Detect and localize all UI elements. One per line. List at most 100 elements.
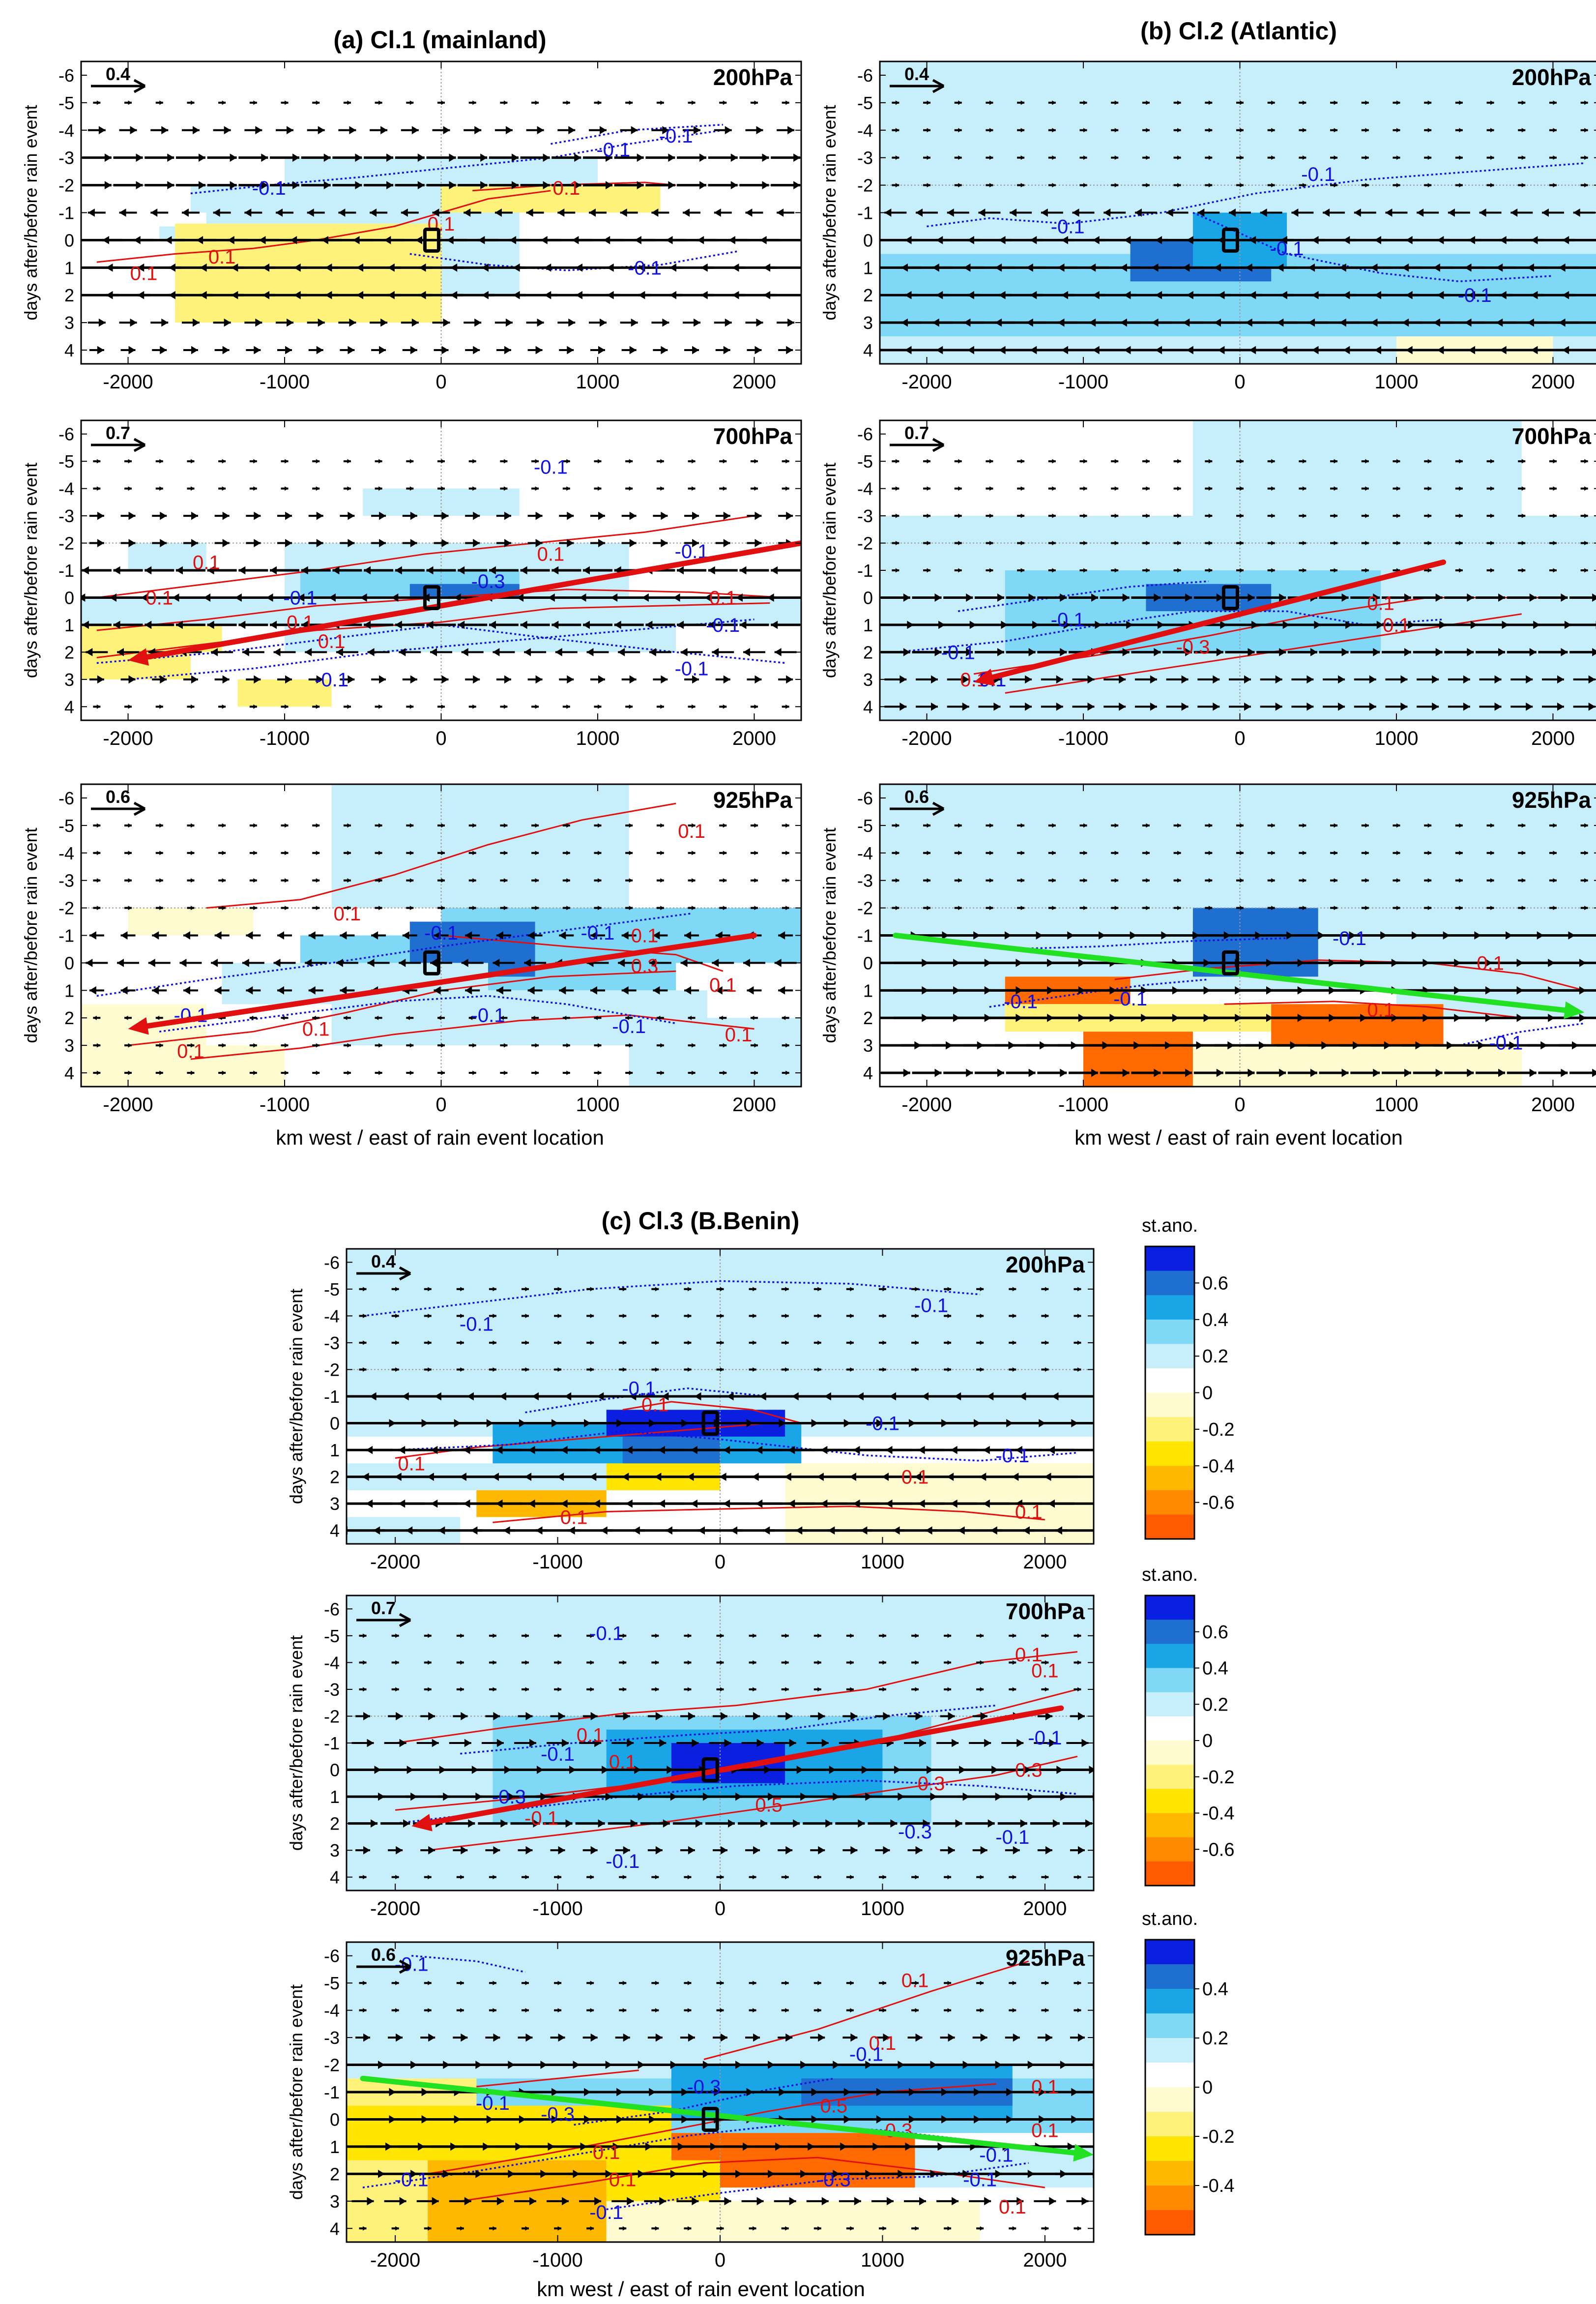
wind-vector [449, 1739, 471, 1747]
wind-vector [521, 1287, 529, 1292]
wind-vector [976, 1687, 984, 1692]
wind-vector [531, 1015, 539, 1020]
wind-vector [684, 1313, 692, 1318]
reference-vector-label: 0.6 [106, 787, 130, 807]
x-tick-label: -2000 [103, 728, 153, 749]
wind-vector [954, 155, 962, 160]
y-tick-label: -4 [58, 479, 74, 499]
wind-vector [89, 931, 104, 940]
wind-vector [1455, 459, 1463, 464]
wind-vector [465, 346, 480, 354]
wind-vector [846, 1687, 854, 1692]
wind-vector [521, 1367, 529, 1372]
wind-vector [688, 1043, 696, 1048]
wind-vector [1562, 934, 1596, 937]
colorbars: st.ano.0.60.40.20-0.2-0.4-0.6st.ano.0.60… [1142, 1215, 1234, 2236]
wind-vector [273, 959, 296, 967]
wind-vector [944, 1367, 952, 1372]
wind-vector [1562, 346, 1596, 354]
wind-vector [1142, 513, 1150, 518]
y-tick-label: -2 [324, 2055, 340, 2075]
x-tick-label: -1000 [260, 728, 310, 749]
wind-vector [124, 878, 132, 883]
wind-vector [1205, 459, 1213, 464]
y-tick-label: -3 [324, 2028, 340, 2048]
wind-vector [782, 906, 789, 911]
wind-vector [1330, 100, 1338, 105]
contour-label: -0.1 [866, 1413, 900, 1435]
wind-vector [1455, 100, 1463, 105]
wind-vector [1044, 2118, 1094, 2121]
y-tick-label: 3 [330, 2191, 340, 2212]
wind-vector [1048, 906, 1056, 911]
wind-vector [1066, 2197, 1089, 2206]
wind-vector [719, 851, 727, 856]
wind-vector [218, 878, 226, 883]
x-tick-label: -2000 [901, 1094, 952, 1116]
wind-vector [1319, 648, 1349, 656]
wind-vector [741, 2197, 764, 2206]
wind-vector [1205, 906, 1213, 911]
contour-label: -0.1 [315, 669, 348, 691]
colorbar-swatch [1145, 1668, 1194, 1693]
wind-vector [218, 486, 226, 491]
wind-vector [1041, 2226, 1049, 2231]
colorbar-swatch [1145, 1716, 1194, 1741]
wind-vector [1549, 486, 1557, 491]
wind-vector [683, 318, 701, 327]
wind-vector [944, 1980, 952, 1985]
y-tick-label: 4 [64, 1063, 74, 1083]
y-tick-label: -2 [324, 1706, 340, 1726]
wind-vector [281, 1043, 289, 1048]
colorbar-tick-label: 0 [1202, 2077, 1213, 2098]
y-axis-label: days after/before rain event [286, 1289, 306, 1504]
contour-label: -0.1 [706, 615, 740, 636]
wind-vector [875, 1846, 890, 1855]
wind-vector [343, 906, 351, 911]
wind-vector [117, 959, 140, 967]
wind-vector [712, 959, 734, 967]
wind-vector [531, 459, 539, 464]
wind-vector [238, 153, 268, 162]
wind-vector [395, 153, 425, 162]
wind-vector [656, 823, 664, 828]
colorbar-swatch [1145, 1319, 1194, 1344]
wind-vector [547, 1739, 569, 1747]
level-label: 700hPa [1512, 423, 1592, 449]
x-tick-label: -1000 [532, 1898, 582, 1920]
wind-vector [976, 1313, 984, 1318]
colorbar-tick-label: 0.2 [1202, 2028, 1228, 2049]
wind-vector [218, 100, 226, 105]
wind-vector [1142, 823, 1150, 828]
contour-label: -0.1 [283, 587, 317, 609]
wind-vector [359, 1633, 367, 1638]
wind-vector [1455, 155, 1463, 160]
wind-vector [1424, 541, 1432, 546]
wind-vector [875, 2033, 890, 2042]
x-tick-label: 1000 [576, 728, 619, 749]
contour-label: 0.1 [398, 1453, 425, 1475]
wind-vector [579, 593, 616, 602]
wind-vector [892, 183, 900, 188]
wind-vector [892, 100, 900, 105]
wind-vector [986, 513, 993, 518]
wind-vector [343, 823, 351, 828]
wind-vector [676, 1739, 699, 1747]
wind-vector [1424, 906, 1432, 911]
wind-vector [1361, 100, 1369, 105]
colorbar-tick-label: 0.4 [1202, 1310, 1228, 1330]
wind-vector [148, 959, 171, 967]
wind-vector [343, 1015, 351, 1020]
wind-vector [621, 986, 637, 995]
wind-vector [214, 511, 230, 520]
wind-vector [489, 1875, 496, 1880]
wind-vector [1455, 851, 1463, 856]
wind-vector [651, 126, 669, 135]
x-tick-label: 2000 [1023, 2249, 1067, 2271]
wind-vector [1205, 128, 1213, 133]
colorbar-swatch [1145, 2087, 1194, 2112]
wind-vector [614, 181, 644, 189]
level-label: 700hPa [713, 423, 793, 449]
wind-vector [124, 1070, 132, 1075]
wind-vector [594, 486, 602, 491]
